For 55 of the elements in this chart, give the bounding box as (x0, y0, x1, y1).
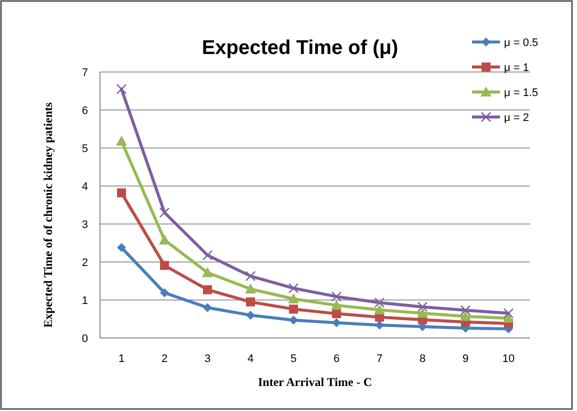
point (460, 305, 471, 316)
point (116, 84, 127, 94)
point (288, 293, 299, 304)
y-tick-label: 1 (82, 295, 88, 307)
point (117, 188, 126, 198)
legend-label: μ = 1 (504, 62, 529, 74)
y-tick-label: 2 (82, 257, 88, 269)
legend-label: μ = 1.5 (504, 87, 538, 99)
point (375, 320, 384, 330)
point (289, 316, 298, 325)
point (417, 302, 428, 312)
x-tick-label: 6 (333, 353, 340, 365)
y-tick-label: 6 (82, 105, 88, 117)
point (246, 310, 255, 320)
point (246, 297, 255, 306)
point (117, 243, 126, 252)
point (245, 283, 256, 294)
point (203, 303, 212, 312)
legend-label: μ = 2 (504, 112, 529, 124)
point (202, 267, 213, 278)
x-tick-label: 2 (161, 353, 168, 365)
x-axis-title: Inter Arrival Time - C (258, 375, 372, 389)
point (159, 207, 170, 218)
point (289, 304, 298, 314)
x-tick-label: 10 (502, 353, 515, 365)
x-tick-label: 4 (247, 353, 254, 365)
y-tick-label: 0 (82, 333, 88, 345)
x-tick-label: 8 (419, 353, 426, 365)
point (503, 308, 514, 318)
x-tick-label: 1 (118, 353, 125, 365)
point (203, 285, 212, 294)
y-tick-label: 4 (82, 181, 88, 193)
point (160, 260, 169, 270)
y-tick-label: 3 (82, 219, 88, 231)
y-axis-title: Expected Time of of chronic kidney patients (41, 102, 55, 328)
point (331, 291, 342, 302)
x-tick-label: 7 (376, 353, 383, 365)
chart-title: Expected Time of (μ) (202, 37, 398, 59)
y-tick-label: 5 (82, 143, 88, 155)
x-tick-label: 3 (204, 353, 211, 365)
point (374, 304, 385, 314)
x-tick-label: 5 (290, 353, 297, 365)
y-tick-label: 7 (82, 67, 88, 79)
point (288, 283, 299, 294)
point (460, 310, 471, 321)
point (160, 288, 169, 298)
point (245, 270, 256, 282)
point (331, 300, 342, 310)
legend-label: μ = 0.5 (504, 37, 538, 49)
point (374, 298, 385, 308)
point (332, 318, 341, 328)
x-tick-label: 9 (462, 353, 469, 365)
point (116, 136, 127, 146)
point (417, 308, 428, 318)
point (202, 250, 213, 260)
